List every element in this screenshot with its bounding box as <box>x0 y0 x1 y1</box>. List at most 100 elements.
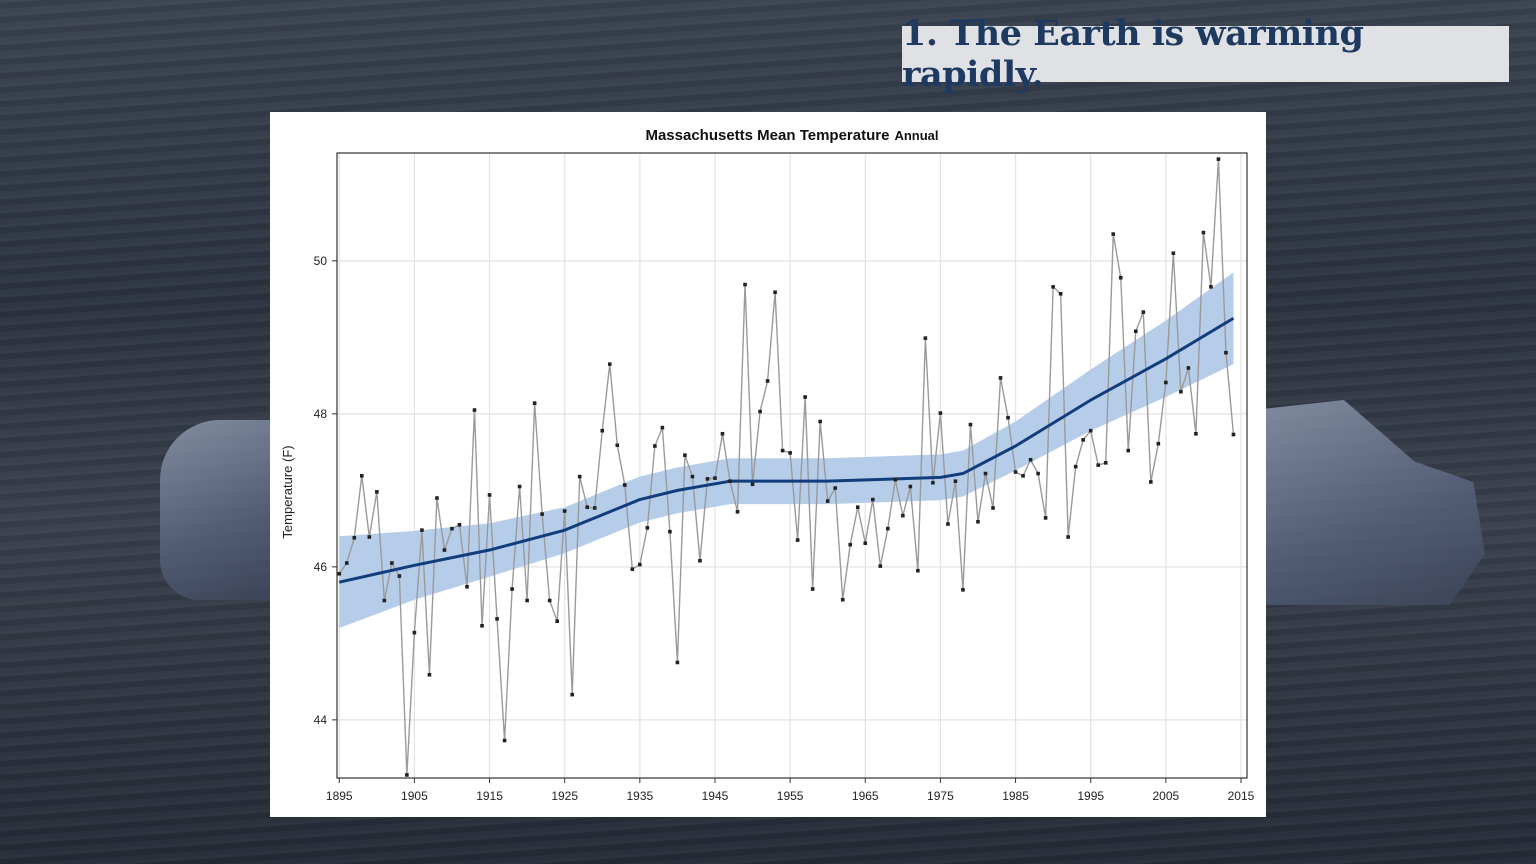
data-point <box>1073 464 1078 469</box>
data-point <box>1231 432 1236 437</box>
data-point <box>344 561 349 565</box>
data-point <box>615 443 620 448</box>
data-point <box>1216 157 1221 161</box>
data-point <box>1088 428 1093 433</box>
data-point <box>1149 480 1153 484</box>
data-point <box>863 541 868 545</box>
data-point <box>1126 448 1131 453</box>
data-point <box>946 522 950 526</box>
data-point <box>367 535 372 539</box>
data-point <box>1006 415 1010 420</box>
data-point <box>405 773 409 777</box>
data-point <box>1036 471 1040 476</box>
data-point <box>683 453 687 457</box>
data-point <box>953 479 958 483</box>
data-point <box>1133 329 1138 334</box>
data-point <box>780 448 785 453</box>
data-point <box>1051 285 1055 289</box>
data-point <box>690 474 695 479</box>
data-point <box>555 619 559 623</box>
data-point <box>1186 366 1191 370</box>
y-axis-label: Temperature (F) <box>280 445 295 538</box>
data-point <box>427 672 432 677</box>
data-point <box>735 509 740 514</box>
data-point <box>961 588 965 592</box>
x-tick-label: 1985 <box>1002 789 1029 803</box>
data-point <box>916 568 920 573</box>
data-point <box>893 477 898 482</box>
data-point <box>743 282 747 287</box>
data-point <box>1164 380 1168 385</box>
data-point <box>976 519 980 524</box>
data-point <box>623 483 627 487</box>
data-point <box>1209 285 1213 289</box>
data-point <box>465 584 469 589</box>
data-point <box>998 376 1003 380</box>
data-point <box>713 476 717 480</box>
data-point <box>728 479 732 483</box>
data-point <box>750 482 755 487</box>
trend-line <box>338 316 1235 584</box>
x-tick-label: 1955 <box>777 789 804 803</box>
data-point <box>352 535 357 540</box>
data-point <box>547 598 552 603</box>
data-point <box>1103 461 1108 465</box>
data-point <box>758 409 762 414</box>
data-point <box>502 738 507 743</box>
chart-panel: Massachusetts Mean Temperature Annual Tem… <box>270 112 1266 817</box>
data-point <box>540 512 544 516</box>
data-point <box>412 630 417 635</box>
data-point <box>1066 535 1070 539</box>
data-point <box>660 425 665 430</box>
data-point <box>600 428 605 433</box>
data-point <box>442 548 447 552</box>
data-point <box>840 597 845 602</box>
data-point <box>1194 431 1198 436</box>
data-point <box>825 499 830 503</box>
data-point <box>1111 232 1116 236</box>
data-point <box>788 451 792 455</box>
slide-heading: 1. The Earth is warming rapidly. <box>902 13 1364 95</box>
x-tick-label: 1915 <box>476 789 503 803</box>
data-point <box>420 528 424 532</box>
data-point <box>592 506 597 510</box>
data-point <box>818 419 822 424</box>
x-tick-label: 1905 <box>401 789 428 803</box>
data-point <box>886 526 890 531</box>
data-point <box>803 395 807 399</box>
data-point <box>450 526 454 531</box>
data-point <box>607 362 612 366</box>
data-point <box>983 471 988 476</box>
data-point <box>653 444 657 448</box>
y-tick-label: 44 <box>314 713 328 727</box>
data-point <box>517 484 522 489</box>
data-point <box>562 509 567 513</box>
x-tick-label: 1995 <box>1077 789 1104 803</box>
data-point <box>1156 441 1161 446</box>
data-point <box>532 401 537 405</box>
temperature-chart: Massachusetts Mean Temperature Annual Tem… <box>280 127 1255 803</box>
data-point <box>1013 470 1018 474</box>
data-point <box>638 562 642 567</box>
data-point <box>968 422 973 427</box>
data-point <box>585 505 590 509</box>
data-point <box>1171 251 1176 256</box>
data-point <box>765 379 770 383</box>
data-point <box>1081 438 1085 442</box>
data-point <box>908 484 913 489</box>
data-point <box>848 542 853 547</box>
data-point <box>1058 291 1063 296</box>
chart-title-suffix: Annual <box>894 128 938 143</box>
slide-heading-box: 1. The Earth is warming rapidly. <box>902 13 1509 95</box>
data-point <box>991 506 995 510</box>
data-point <box>435 496 439 500</box>
data-point <box>390 561 394 565</box>
x-tick-label: 1975 <box>927 789 954 803</box>
plot-frame <box>336 152 1248 779</box>
data-point <box>795 538 800 542</box>
data-point <box>1224 350 1228 355</box>
data-point <box>720 431 725 436</box>
x-tick-label: 1965 <box>852 789 879 803</box>
chart-title-main: Massachusetts Mean Temperature <box>645 127 889 144</box>
data-point <box>878 564 883 568</box>
